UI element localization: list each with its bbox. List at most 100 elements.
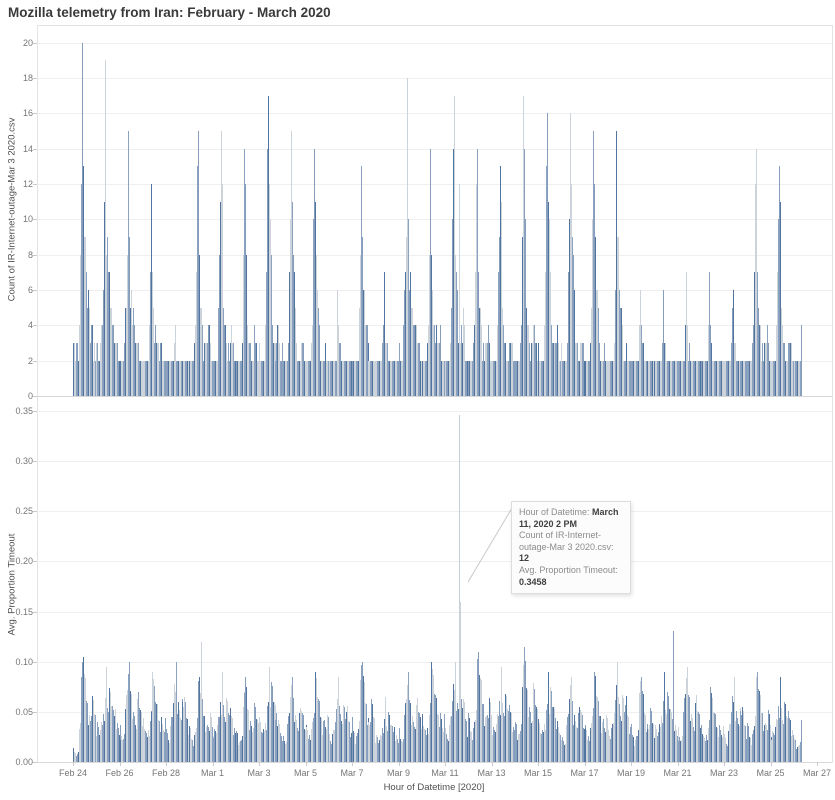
bar[interactable]: [766, 325, 768, 396]
bar[interactable]: [112, 709, 114, 762]
bar[interactable]: [291, 676, 293, 762]
bar[interactable]: [645, 360, 647, 396]
bar[interactable]: [398, 343, 400, 396]
bar[interactable]: [760, 712, 762, 762]
bar[interactable]: [530, 712, 532, 762]
bar[interactable]: [583, 360, 585, 396]
bar[interactable]: [495, 732, 497, 762]
bar[interactable]: [350, 360, 352, 396]
bar[interactable]: [116, 343, 118, 396]
bar[interactable]: [74, 752, 76, 762]
bar[interactable]: [433, 675, 435, 762]
bar[interactable]: [320, 360, 322, 396]
bar[interactable]: [144, 731, 146, 762]
bar[interactable]: [475, 719, 477, 762]
bar[interactable]: [395, 360, 397, 396]
bar[interactable]: [378, 360, 380, 396]
bar[interactable]: [686, 678, 688, 762]
bar[interactable]: [187, 360, 189, 396]
bar[interactable]: [160, 732, 162, 762]
bar[interactable]: [95, 714, 97, 762]
bar[interactable]: [336, 343, 338, 396]
bar[interactable]: [290, 696, 291, 762]
bar[interactable]: [799, 742, 801, 762]
bar[interactable]: [797, 745, 799, 762]
bar[interactable]: [317, 290, 319, 396]
bar[interactable]: [180, 360, 182, 396]
bar[interactable]: [501, 201, 503, 396]
bar[interactable]: [423, 728, 425, 762]
bar[interactable]: [452, 683, 454, 762]
bar[interactable]: [527, 325, 529, 396]
bar[interactable]: [706, 740, 708, 762]
bar[interactable]: [599, 715, 601, 762]
bar[interactable]: [357, 360, 359, 396]
bar[interactable]: [254, 325, 256, 396]
bar[interactable]: [778, 219, 780, 396]
bar[interactable]: [458, 415, 460, 762]
bar[interactable]: [127, 690, 129, 762]
bar[interactable]: [468, 713, 470, 762]
bar[interactable]: [188, 735, 190, 762]
bar[interactable]: [245, 184, 247, 396]
bar[interactable]: [290, 685, 292, 762]
bar[interactable]: [616, 131, 618, 396]
bar[interactable]: [514, 360, 516, 396]
bar[interactable]: [293, 722, 295, 762]
bar[interactable]: [723, 360, 725, 396]
bar[interactable]: [773, 732, 775, 762]
bar[interactable]: [166, 360, 168, 396]
bar[interactable]: [149, 272, 151, 396]
bar[interactable]: [798, 360, 800, 396]
bar[interactable]: [507, 710, 509, 762]
bar[interactable]: [598, 700, 600, 762]
bar[interactable]: [713, 360, 715, 396]
bar[interactable]: [749, 360, 751, 396]
bar[interactable]: [666, 360, 668, 396]
bar[interactable]: [461, 343, 463, 396]
bar[interactable]: [632, 360, 634, 396]
bar[interactable]: [436, 325, 438, 396]
bar[interactable]: [667, 695, 669, 762]
bar[interactable]: [385, 726, 387, 762]
bar[interactable]: [651, 711, 653, 762]
bar[interactable]: [774, 360, 776, 396]
bar[interactable]: [241, 736, 243, 762]
bar[interactable]: [706, 360, 708, 396]
bar[interactable]: [117, 360, 119, 396]
bar[interactable]: [251, 726, 253, 762]
bar[interactable]: [214, 728, 216, 762]
bar[interactable]: [500, 714, 502, 762]
bar[interactable]: [271, 685, 273, 762]
bar[interactable]: [657, 360, 659, 396]
bar[interactable]: [269, 219, 271, 396]
bar[interactable]: [371, 699, 373, 762]
bar[interactable]: [608, 360, 610, 396]
bar[interactable]: [205, 343, 207, 396]
bar[interactable]: [219, 717, 221, 762]
bar[interactable]: [570, 676, 572, 762]
bar[interactable]: [273, 702, 275, 762]
bar[interactable]: [316, 677, 318, 762]
bar[interactable]: [294, 307, 296, 396]
bar[interactable]: [575, 726, 577, 762]
bar[interactable]: [506, 360, 508, 396]
bar[interactable]: [352, 730, 354, 762]
bar[interactable]: [485, 715, 487, 762]
bar[interactable]: [590, 343, 592, 396]
bar[interactable]: [654, 360, 656, 396]
bar[interactable]: [665, 714, 667, 762]
bar[interactable]: [584, 360, 586, 396]
bar[interactable]: [603, 728, 605, 762]
bar[interactable]: [654, 737, 656, 762]
bar[interactable]: [182, 360, 184, 396]
bar[interactable]: [700, 360, 702, 396]
bar[interactable]: [111, 706, 113, 762]
bar[interactable]: [668, 708, 670, 762]
bar[interactable]: [279, 343, 281, 396]
bar[interactable]: [712, 360, 714, 396]
bar[interactable]: [492, 739, 494, 762]
bar[interactable]: [285, 744, 287, 762]
bar[interactable]: [333, 360, 335, 396]
bar[interactable]: [92, 695, 94, 762]
